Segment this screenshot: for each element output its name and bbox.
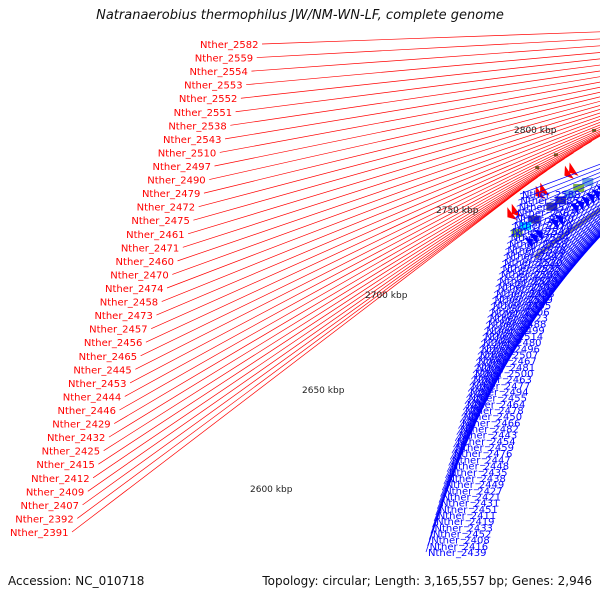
genome-map-canvas: 2800 kbp 2750 kbp 2700 kbp 2650 kbp 2600 kbp… <box>0 0 600 600</box>
gene-label: Nther_2409 <box>26 487 84 498</box>
leader-line <box>257 25 600 58</box>
gene-label: Nther_2471 <box>121 243 179 254</box>
gene-label: Nther_2553 <box>184 81 242 92</box>
gene-label: Nther_2472 <box>137 203 195 214</box>
gene-label: Nther_2432 <box>47 433 105 444</box>
gene-label: Nther_2473 <box>94 311 152 322</box>
gene-label: Nther_2470 <box>110 270 168 281</box>
gene-label: Nther_2510 <box>158 148 216 159</box>
gene-label: Nther_2444 <box>63 392 121 403</box>
gene-label: Nther_2458 <box>100 298 158 309</box>
leader-line <box>241 34 600 98</box>
gene-label: Nther_2412 <box>31 474 89 485</box>
gene-label: Nther_2551 <box>174 108 232 119</box>
gene-label: Nther_2538 <box>168 121 226 132</box>
leader-line <box>246 31 600 85</box>
tick-label: 2800 kbp <box>514 126 557 136</box>
map-title: Natranaerobius thermophilus JW/NM-WN-LF,… <box>40 8 560 23</box>
gene-label: Nther_2453 <box>68 379 126 390</box>
gene-label: Nther_2490 <box>147 176 205 187</box>
genome-map: 2800 kbp 2750 kbp 2700 kbp 2650 kbp 2600 kbp… <box>0 0 600 600</box>
accession-text: Accession: NC_010718 <box>8 574 144 588</box>
leader-line <box>225 44 600 139</box>
gene-label: Nther_2415 <box>36 460 94 471</box>
gene-label: Nther_2461 <box>126 230 184 241</box>
gene-label: Nther_2445 <box>73 365 131 376</box>
gene-label: Nther_2425 <box>42 447 100 458</box>
gene-label: Nther_2456 <box>84 338 142 349</box>
gene-label: Nther_2543 <box>163 135 221 146</box>
gene-label: Nther_2429 <box>52 420 110 431</box>
gene-label: Nther_2391 <box>10 528 68 539</box>
gene-label: Nther_2497 <box>153 162 211 173</box>
label-layer: 2800 kbp 2750 kbp 2700 kbp 2650 kbp 2600 kbp… <box>10 40 580 559</box>
gene-label: Nther_2559 <box>195 54 253 65</box>
leader-line <box>230 41 600 126</box>
gene-label: Nther_2582 <box>200 40 258 51</box>
gene-label: Nther_2474 <box>105 284 163 295</box>
tick-label: 2650 kbp <box>302 386 345 396</box>
gene-label: Nther_2554 <box>189 67 247 78</box>
gene-label: Nther_2479 <box>142 189 200 200</box>
topology-text: Topology: circular; Length: 3,165,557 bp… <box>262 574 592 588</box>
gene-label: Nther_2460 <box>116 257 174 268</box>
leader-line <box>262 22 600 44</box>
gene-label: Nther_2446 <box>58 406 116 417</box>
leader-line <box>220 48 600 153</box>
tick-label: 2700 kbp <box>365 291 408 301</box>
gene-label: Nther_2465 <box>79 352 137 363</box>
gene-label: Nther_2392 <box>15 514 73 525</box>
gene-label: Nther_2552 <box>179 94 237 105</box>
tick-label: 2600 kbp <box>250 485 293 495</box>
gene-label: Nther_2407 <box>21 501 79 512</box>
gene-label: Nther_2475 <box>131 216 189 227</box>
gene-label: Nther_2439 <box>428 548 486 559</box>
gene-label: Nther_2457 <box>89 325 147 336</box>
tick-label: 2750 kbp <box>436 206 479 216</box>
